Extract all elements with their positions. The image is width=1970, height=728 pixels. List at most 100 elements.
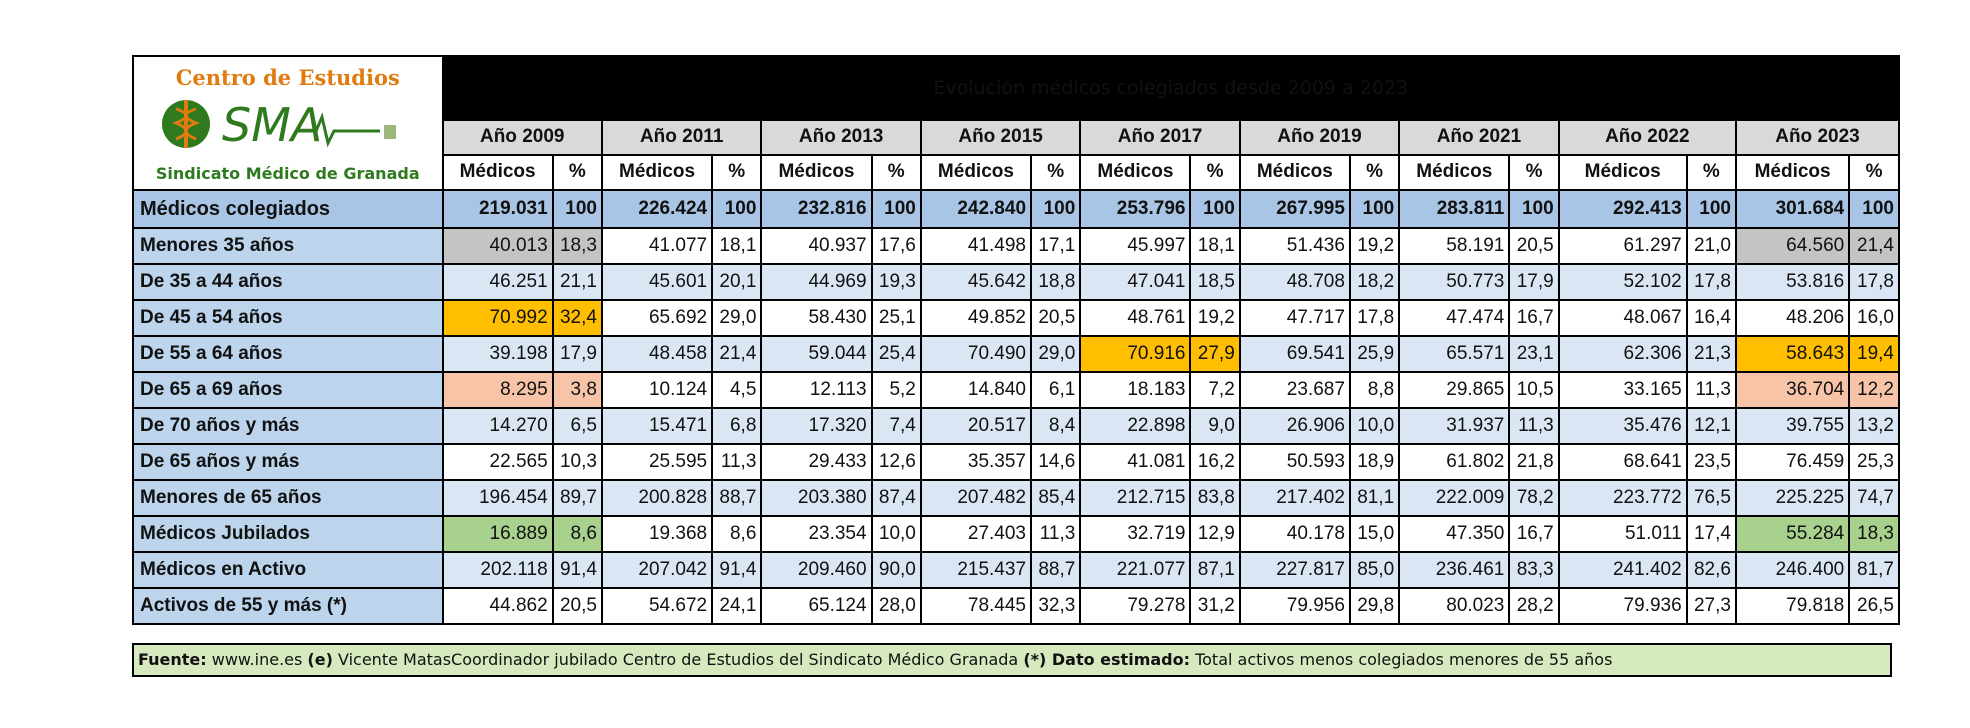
medicos-cell: 8.295	[441, 371, 554, 409]
medicos-cell: 54.672	[600, 587, 714, 625]
row-label: De 35 a 44 años	[132, 263, 444, 301]
percent-column-header: %	[1508, 153, 1560, 192]
medicos-cell: 227.817	[1238, 551, 1351, 589]
medicos-column-header: Médicos	[600, 153, 714, 192]
year-header: Año 2023	[1734, 118, 1901, 156]
percent-cell: 18,9	[1348, 443, 1401, 481]
medicos-cell: 44.969	[760, 263, 873, 301]
percent-cell: 29,0	[1030, 335, 1082, 373]
footer-author: Vicente MatasCoordinador jubilado Centro…	[332, 650, 1024, 669]
medicos-cell: 10.124	[600, 371, 714, 409]
percent-cell: 9,0	[1189, 407, 1241, 445]
medicos-cell: 27.403	[919, 515, 1033, 553]
medicos-cell: 12.113	[760, 371, 873, 409]
table-row: Médicos colegiados 219.031 100 226.424 100 23…	[132, 189, 1900, 229]
percent-cell: 17,4	[1685, 515, 1737, 553]
percent-cell: 88,7	[711, 479, 763, 517]
medicos-column-header: Médicos	[441, 153, 554, 192]
medicos-cell: 47.717	[1238, 299, 1351, 337]
medicos-cell: 26.906	[1238, 407, 1351, 445]
row-label: De 65 a 69 años	[132, 371, 444, 409]
percent-cell: 25,9	[1348, 335, 1401, 373]
percent-cell: 87,1	[1189, 551, 1241, 589]
percent-cell: 76,5	[1685, 479, 1737, 517]
medicos-cell: 246.400	[1734, 551, 1851, 589]
percent-cell: 100	[1508, 189, 1560, 229]
percent-cell: 81,1	[1348, 479, 1401, 517]
percent-cell: 19,4	[1848, 335, 1900, 373]
medicos-cell: 48.761	[1079, 299, 1192, 337]
medicos-cell: 52.102	[1557, 263, 1688, 301]
medicos-cell: 19.368	[600, 515, 714, 553]
percent-cell: 16,2	[1189, 443, 1241, 481]
medicos-column-header: Médicos	[1557, 153, 1688, 192]
medicos-cell: 225.225	[1734, 479, 1851, 517]
medicos-cell: 44.862	[441, 587, 554, 625]
medicos-cell: 33.165	[1557, 371, 1688, 409]
percent-column-header: %	[1685, 153, 1737, 192]
percent-cell: 100	[551, 189, 603, 229]
percent-cell: 12,6	[870, 443, 922, 481]
medicos-cell: 17.320	[760, 407, 873, 445]
percent-cell: 10,3	[551, 443, 603, 481]
percent-cell: 18,2	[1348, 263, 1401, 301]
table-title: Evolución médicos colegiados desde 2009 …	[441, 55, 1900, 121]
percent-cell: 90,0	[870, 551, 922, 589]
percent-cell: 82,6	[1685, 551, 1737, 589]
percent-cell: 20,1	[711, 263, 763, 301]
table-row: De 55 a 64 años 39.198 17,9 48.458 21,4 59.04…	[132, 335, 1900, 373]
medicos-cell: 36.704	[1734, 371, 1851, 409]
percent-cell: 7,2	[1189, 371, 1241, 409]
medicos-cell: 219.031	[441, 189, 554, 229]
percent-cell: 4,5	[711, 371, 763, 409]
percent-cell: 17,9	[551, 335, 603, 373]
table-row: Activos de 55 y más (*) 44.862 20,5 54.672 2…	[132, 587, 1900, 625]
percent-cell: 18,1	[1189, 227, 1241, 265]
percent-cell: 28,2	[1508, 587, 1560, 625]
percent-cell: 11,3	[1508, 407, 1560, 445]
medicos-cell: 207.042	[600, 551, 714, 589]
medicos-cell: 196.454	[441, 479, 554, 517]
medicos-cell: 48.458	[600, 335, 714, 373]
table-row: De 35 a 44 años 46.251 21,1 45.601 20,1 44.96…	[132, 263, 1900, 301]
medicos-cell: 53.816	[1734, 263, 1851, 301]
medicos-cell: 232.816	[760, 189, 873, 229]
medicos-cell: 68.641	[1557, 443, 1688, 481]
medicos-cell: 29.865	[1398, 371, 1511, 409]
medicos-cell: 215.437	[919, 551, 1033, 589]
medicos-cell: 45.642	[919, 263, 1033, 301]
medicos-cell: 64.560	[1734, 227, 1851, 265]
medicos-cell: 65.571	[1398, 335, 1511, 373]
medicos-cell: 48.206	[1734, 299, 1851, 337]
percent-cell: 74,7	[1848, 479, 1900, 517]
percent-cell: 8,6	[551, 515, 603, 553]
medicos-cell: 50.593	[1238, 443, 1351, 481]
logo: Centro de Estudios SMA Sindicato Médico …	[135, 58, 441, 188]
percent-cell: 100	[1030, 189, 1082, 229]
percent-cell: 17,6	[870, 227, 922, 265]
percent-cell: 88,7	[1030, 551, 1082, 589]
row-label: De 55 a 64 años	[132, 335, 444, 373]
medicos-cell: 79.278	[1079, 587, 1192, 625]
medicos-cell: 79.956	[1238, 587, 1351, 625]
percent-cell: 6,5	[551, 407, 603, 445]
percent-cell: 12,2	[1848, 371, 1900, 409]
table-row: Menores de 65 años 196.454 89,7 200.828 88,7…	[132, 479, 1900, 517]
percent-cell: 20,5	[1030, 299, 1082, 337]
row-label: Menores 35 años	[132, 227, 444, 265]
percent-cell: 32,4	[551, 299, 603, 337]
medicos-cell: 39.755	[1734, 407, 1851, 445]
medicos-cell: 20.517	[919, 407, 1033, 445]
percent-cell: 16,7	[1508, 299, 1560, 337]
table-row: De 65 a 69 años 8.295 3,8 10.124 4,5 12.113 5,…	[132, 371, 1900, 409]
footer-estimate: Total activos menos colegiados menores d…	[1190, 650, 1613, 669]
percent-cell: 19,2	[1348, 227, 1401, 265]
percent-cell: 21,1	[551, 263, 603, 301]
medicos-cell: 15.471	[600, 407, 714, 445]
medicos-cell: 29.433	[760, 443, 873, 481]
percent-cell: 21,8	[1508, 443, 1560, 481]
medicos-cell: 40.937	[760, 227, 873, 265]
medicos-cell: 61.297	[1557, 227, 1688, 265]
table-row: Médicos en Activo 202.118 91,4 207.042 91,4 2…	[132, 551, 1900, 589]
medicos-cell: 31.937	[1398, 407, 1511, 445]
